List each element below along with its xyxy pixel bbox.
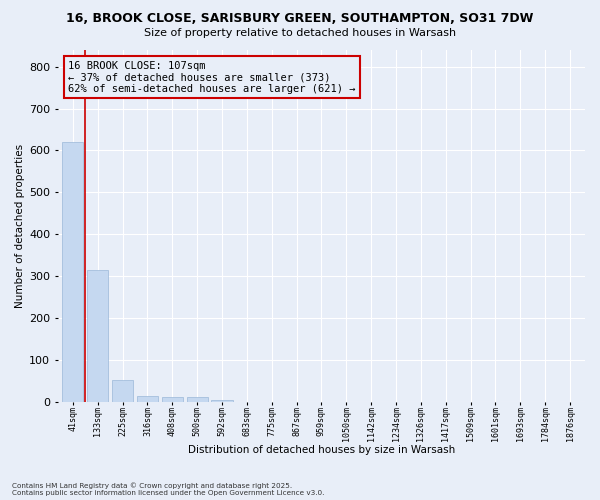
Bar <box>162 396 183 402</box>
Text: Contains HM Land Registry data © Crown copyright and database right 2025.
Contai: Contains HM Land Registry data © Crown c… <box>12 482 325 496</box>
Bar <box>87 270 108 402</box>
Bar <box>112 380 133 402</box>
X-axis label: Distribution of detached houses by size in Warsash: Distribution of detached houses by size … <box>188 445 455 455</box>
Text: Size of property relative to detached houses in Warsash: Size of property relative to detached ho… <box>144 28 456 38</box>
Bar <box>187 396 208 402</box>
Y-axis label: Number of detached properties: Number of detached properties <box>15 144 25 308</box>
Bar <box>62 142 83 402</box>
Bar <box>137 396 158 402</box>
Text: 16, BROOK CLOSE, SARISBURY GREEN, SOUTHAMPTON, SO31 7DW: 16, BROOK CLOSE, SARISBURY GREEN, SOUTHA… <box>67 12 533 26</box>
Text: 16 BROOK CLOSE: 107sqm
← 37% of detached houses are smaller (373)
62% of semi-de: 16 BROOK CLOSE: 107sqm ← 37% of detached… <box>68 60 356 94</box>
Bar <box>211 400 233 402</box>
